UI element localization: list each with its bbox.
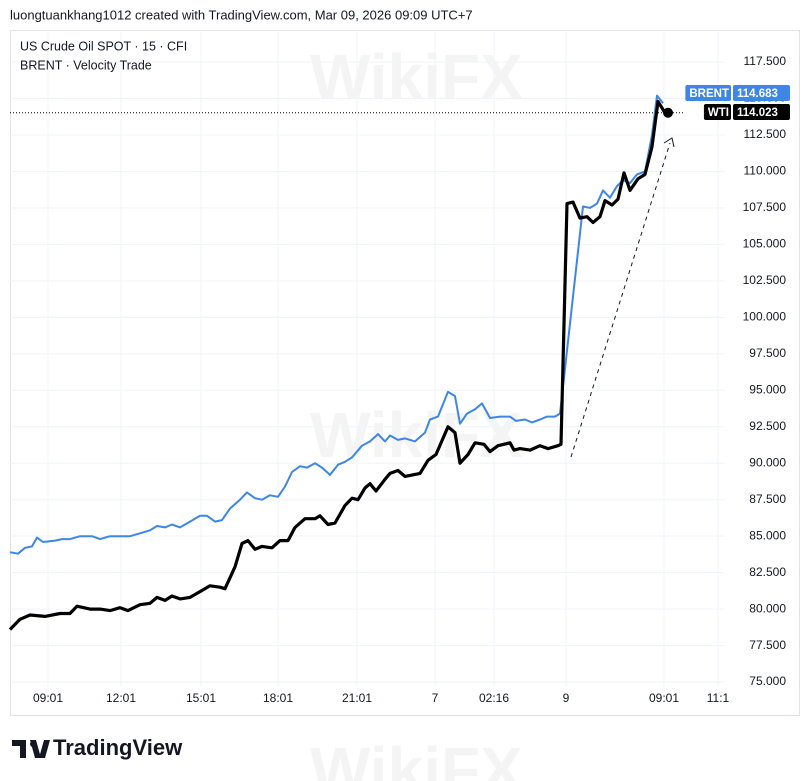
tag-name: BRENT: [689, 88, 729, 100]
x-tick-label: 7: [432, 691, 439, 705]
price-tags: BRENT 114.683 WTI 114.023: [685, 85, 790, 120]
y-tick-label: 85.000: [749, 528, 786, 542]
y-tick-label: 87.500: [749, 492, 786, 506]
x-tick-label: 12:01: [106, 691, 136, 705]
y-tick-label: 97.500: [749, 346, 786, 360]
trend-arrow: [570, 142, 671, 458]
series-line: [9, 94, 664, 555]
x-tick-label: 15:01: [186, 691, 216, 705]
header-credit: luongtuankhang1012 created with TradingV…: [10, 7, 473, 22]
brand-name: TradingView: [53, 735, 183, 760]
watermark: WikiFX: [310, 399, 523, 471]
tag-value-box: [733, 85, 790, 101]
arrow-head: [663, 137, 675, 148]
y-tick-label: 112.500: [744, 127, 787, 141]
y-tick-label: 107.500: [743, 200, 787, 214]
y-tick-label: 102.500: [743, 273, 787, 287]
watermark: WikiFX: [310, 41, 523, 113]
last-point: [663, 107, 673, 118]
tag-value-box: [733, 104, 790, 120]
x-tick-label: 09:01: [649, 691, 679, 705]
logo-dot: [30, 741, 36, 747]
y-tick-label: 75.000: [749, 674, 786, 688]
y-tick-label: 77.500: [749, 638, 786, 652]
tag-value: 114.683: [737, 88, 778, 100]
y-tick-label: 117.500: [744, 54, 787, 68]
tag-name-box: [685, 85, 731, 101]
series-line: [8, 99, 667, 631]
y-tick-label: 100.000: [743, 310, 787, 324]
x-tick-label: 02:16: [479, 691, 509, 705]
x-tick-label: 18:01: [263, 691, 293, 705]
y-tick-label: 90.000: [749, 455, 786, 469]
x-tick-label: 9: [563, 691, 570, 705]
watermark: WikiFX: [310, 734, 523, 781]
chart-frame: [10, 30, 800, 716]
grid: 75.000 77.500 80.000 82.500 85.000 87.500 90.0…: [10, 32, 786, 705]
tag-name: WTI: [708, 107, 729, 119]
watermarks: WikiFX WikiFX WikiFX: [310, 41, 523, 781]
y-tick-label: 92.500: [749, 419, 786, 433]
x-tick-label: 21:01: [342, 691, 372, 705]
y-tick-label: 80.000: [749, 601, 786, 615]
tag-value: 114.023: [737, 107, 778, 119]
y-tick-label: 110.000: [744, 164, 787, 178]
footer-logo: TradingView: [12, 735, 183, 760]
tag-name-box: [703, 104, 731, 120]
y-tick-label: 105.000: [743, 237, 787, 251]
y-tick-label: 82.500: [749, 565, 786, 579]
chart-title: US Crude Oil SPOT · 15 · CFI: [20, 39, 187, 53]
y-tick-label: 95.000: [749, 382, 786, 396]
logo-icon: [12, 740, 50, 758]
x-tick-label: 09:01: [33, 691, 63, 705]
x-tick-label: 11:1: [707, 691, 730, 705]
plot: [8, 94, 684, 631]
chart-subtitle: BRENT · Velocity Trade: [20, 58, 152, 72]
